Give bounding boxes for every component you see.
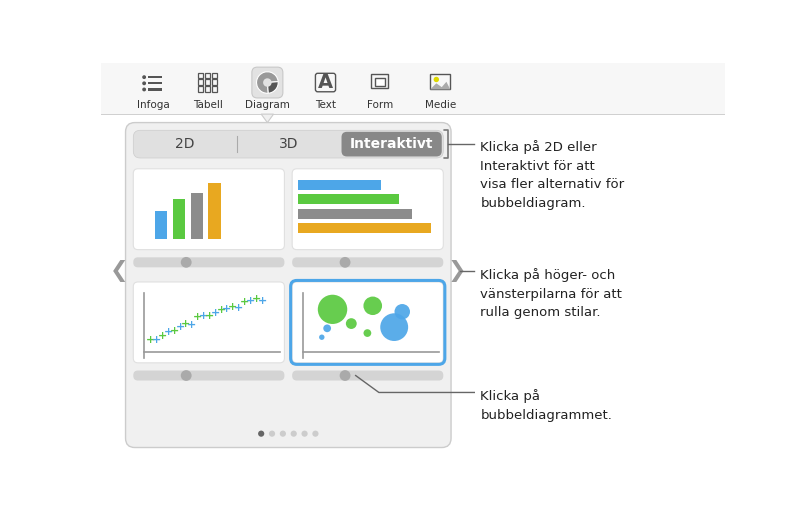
- FancyBboxPatch shape: [251, 67, 283, 98]
- Text: +: +: [176, 322, 185, 332]
- Circle shape: [280, 430, 286, 437]
- Text: Klicka på
bubbeldiagrammet.: Klicka på bubbeldiagrammet.: [480, 389, 613, 422]
- Text: Medie: Medie: [425, 100, 456, 110]
- Polygon shape: [261, 114, 273, 122]
- Circle shape: [318, 295, 347, 324]
- Text: +: +: [164, 327, 173, 337]
- Bar: [430, 74, 451, 90]
- Bar: [298, 209, 412, 219]
- Bar: [298, 180, 380, 190]
- Circle shape: [313, 430, 318, 437]
- Circle shape: [269, 430, 275, 437]
- Bar: [205, 72, 210, 78]
- Text: Tabell: Tabell: [193, 100, 222, 110]
- Circle shape: [181, 370, 192, 381]
- Bar: [101, 114, 725, 115]
- Text: Infoga: Infoga: [137, 100, 170, 110]
- FancyBboxPatch shape: [292, 370, 443, 380]
- Bar: [375, 78, 385, 85]
- FancyBboxPatch shape: [126, 122, 451, 448]
- Text: +: +: [240, 297, 249, 307]
- Text: Interaktivt: Interaktivt: [350, 137, 434, 151]
- Bar: [148, 82, 162, 84]
- Circle shape: [142, 81, 146, 85]
- FancyBboxPatch shape: [342, 132, 442, 156]
- Text: +: +: [205, 311, 214, 321]
- Circle shape: [434, 77, 439, 82]
- Text: ❮: ❮: [110, 260, 129, 282]
- FancyBboxPatch shape: [133, 130, 443, 158]
- Circle shape: [339, 370, 351, 381]
- FancyBboxPatch shape: [292, 282, 443, 363]
- FancyBboxPatch shape: [292, 169, 443, 250]
- Text: +: +: [257, 295, 267, 306]
- Bar: [197, 72, 203, 78]
- Text: 3D: 3D: [279, 137, 298, 151]
- Text: +: +: [152, 336, 161, 345]
- Text: +: +: [169, 326, 179, 336]
- Bar: [148, 88, 162, 91]
- Circle shape: [142, 75, 146, 79]
- Wedge shape: [268, 82, 278, 93]
- FancyBboxPatch shape: [292, 257, 443, 267]
- Circle shape: [323, 325, 331, 332]
- Circle shape: [364, 329, 372, 337]
- Circle shape: [319, 334, 325, 340]
- Circle shape: [142, 88, 146, 91]
- Bar: [372, 74, 388, 88]
- Text: Form: Form: [367, 100, 393, 110]
- Text: Diagram: Diagram: [245, 100, 290, 110]
- Text: +: +: [228, 302, 238, 312]
- Bar: [211, 86, 218, 92]
- Bar: [211, 80, 218, 85]
- Bar: [148, 76, 162, 78]
- Text: 2D: 2D: [175, 137, 195, 151]
- Text: +: +: [251, 294, 261, 304]
- FancyBboxPatch shape: [133, 370, 285, 380]
- Text: +: +: [234, 303, 243, 313]
- Text: A: A: [318, 73, 333, 92]
- Circle shape: [346, 318, 357, 329]
- Text: Klicka på 2D eller
Interaktivt för att
visa fler alternativ för
bubbeldiagram.: Klicka på 2D eller Interaktivt för att v…: [480, 140, 625, 210]
- Polygon shape: [430, 82, 451, 90]
- Bar: [172, 199, 185, 239]
- Text: +: +: [193, 312, 202, 322]
- Text: Text: Text: [315, 100, 336, 110]
- Text: +: +: [181, 319, 191, 329]
- Circle shape: [394, 304, 410, 319]
- Circle shape: [291, 430, 297, 437]
- Bar: [155, 212, 168, 239]
- Text: Klicka på höger- och
vänsterpilarna för att
rulla genom stilar.: Klicka på höger- och vänsterpilarna för …: [480, 268, 622, 319]
- Text: ❯: ❯: [448, 260, 467, 282]
- Bar: [298, 224, 431, 233]
- Text: +: +: [210, 308, 220, 318]
- Bar: [197, 80, 203, 85]
- Text: +: +: [222, 304, 231, 314]
- Bar: [211, 72, 218, 78]
- Circle shape: [301, 430, 308, 437]
- Text: +: +: [146, 335, 156, 345]
- Text: +: +: [187, 320, 197, 330]
- FancyBboxPatch shape: [133, 257, 285, 267]
- Circle shape: [339, 257, 351, 268]
- Bar: [205, 86, 210, 92]
- Circle shape: [258, 430, 264, 437]
- Text: +: +: [199, 311, 208, 321]
- Text: +: +: [158, 331, 167, 341]
- Bar: [209, 183, 221, 239]
- Text: +: +: [246, 296, 255, 306]
- Circle shape: [181, 257, 192, 268]
- Bar: [191, 193, 203, 239]
- Text: +: +: [217, 305, 226, 315]
- FancyBboxPatch shape: [133, 169, 285, 250]
- Circle shape: [380, 313, 408, 341]
- Circle shape: [263, 78, 272, 87]
- Bar: [197, 86, 203, 92]
- Bar: [101, 63, 725, 115]
- FancyBboxPatch shape: [133, 282, 285, 363]
- Bar: [205, 80, 210, 85]
- Bar: [298, 194, 398, 204]
- Wedge shape: [256, 72, 278, 93]
- Circle shape: [364, 296, 382, 315]
